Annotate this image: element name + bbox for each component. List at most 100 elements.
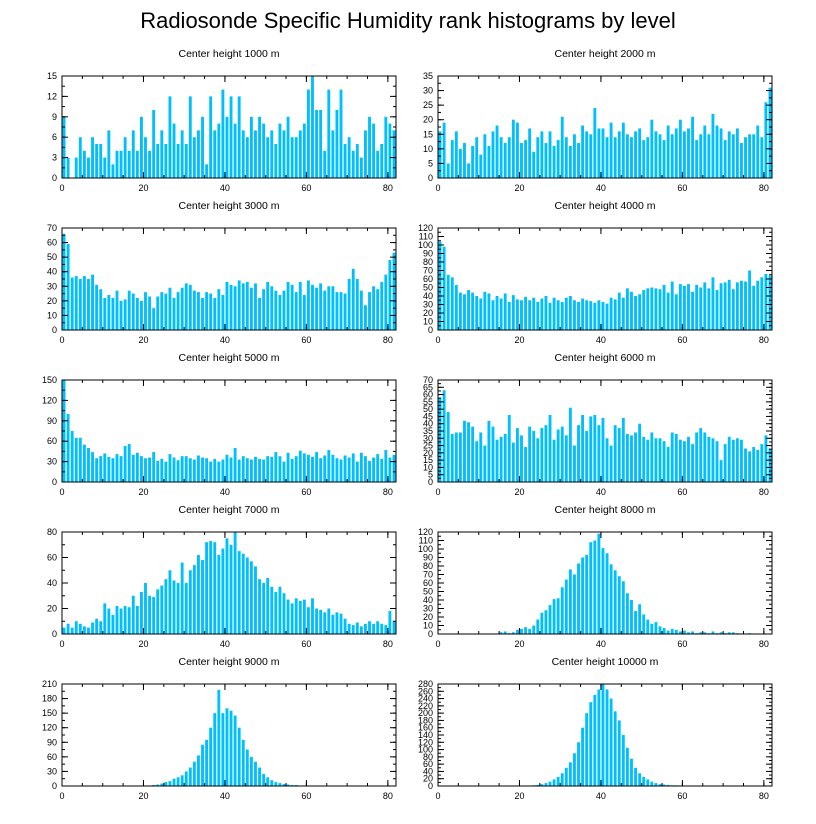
bar xyxy=(91,274,94,330)
bar xyxy=(258,297,261,330)
y-tick-label: 140 xyxy=(418,730,433,740)
bar xyxy=(520,435,523,482)
bar xyxy=(670,134,674,178)
y-tick-label: 40 xyxy=(423,291,433,301)
y-tick-label: 40 xyxy=(423,595,433,605)
bar xyxy=(650,287,654,330)
bar xyxy=(536,784,540,786)
panel-6: Center height 6000 m0 20 40 60 8005101520253… xyxy=(423,352,773,497)
bar xyxy=(237,727,241,786)
bar xyxy=(573,753,576,786)
bar xyxy=(621,297,625,330)
bar xyxy=(581,557,585,634)
y-tick-label: 120 xyxy=(418,223,433,233)
bar xyxy=(319,458,323,482)
bar xyxy=(699,287,703,330)
bar xyxy=(372,286,376,330)
y-tick-label: 60 xyxy=(423,578,433,588)
y-tick-label: 12 xyxy=(47,91,57,101)
bar xyxy=(564,137,568,178)
bar xyxy=(678,631,682,634)
panel-title: Center height 5000 m xyxy=(179,352,280,364)
bar xyxy=(654,438,658,482)
x-tick-label: 80 xyxy=(759,487,769,497)
bar xyxy=(593,694,597,786)
bar xyxy=(380,458,384,482)
bar xyxy=(241,553,245,634)
bar xyxy=(380,281,384,330)
bar xyxy=(605,137,609,178)
bar xyxy=(507,137,511,178)
bar xyxy=(217,289,221,330)
bar xyxy=(376,621,380,634)
bar xyxy=(245,137,249,178)
plot-frame xyxy=(437,683,773,787)
bar xyxy=(388,457,392,482)
bar xyxy=(237,459,241,482)
bar xyxy=(205,292,209,330)
bar xyxy=(286,784,290,786)
bar xyxy=(479,154,483,178)
bar xyxy=(306,607,310,634)
bar xyxy=(666,292,670,330)
bar xyxy=(225,454,229,482)
bar xyxy=(123,137,127,178)
bar xyxy=(355,622,359,634)
bar xyxy=(699,632,703,634)
bar xyxy=(139,116,143,178)
y-tick-label: 20 xyxy=(423,308,433,318)
bar xyxy=(262,123,266,178)
bar xyxy=(552,297,556,330)
bar xyxy=(609,445,613,482)
bar xyxy=(347,279,351,330)
bar xyxy=(347,137,351,178)
bar xyxy=(66,157,70,178)
bar xyxy=(266,456,270,482)
plot-frame xyxy=(437,531,773,635)
bar xyxy=(176,460,180,482)
bar xyxy=(691,291,695,330)
bar xyxy=(540,298,544,330)
bar xyxy=(520,300,523,330)
bar xyxy=(188,767,192,786)
bar xyxy=(201,744,204,786)
x-tick-label: 80 xyxy=(759,791,769,801)
bar xyxy=(278,123,282,178)
bar xyxy=(532,297,536,330)
bar xyxy=(650,781,654,786)
bar xyxy=(286,116,290,178)
bar xyxy=(617,131,621,178)
bar xyxy=(503,631,507,634)
bar xyxy=(515,428,519,482)
bar xyxy=(560,426,564,482)
y-tick-label: 15 xyxy=(47,71,57,81)
y-tick-label: 160 xyxy=(418,723,433,733)
bar xyxy=(450,433,454,482)
y-tick-label: 90 xyxy=(47,416,57,426)
bar xyxy=(560,301,564,330)
bar xyxy=(311,598,314,634)
bar xyxy=(605,303,609,330)
bar xyxy=(625,134,629,178)
y-tick-label: 70 xyxy=(423,570,433,580)
bar xyxy=(719,128,723,178)
bar xyxy=(597,300,601,330)
panel-title: Center height 1000 m xyxy=(179,48,280,60)
bar xyxy=(707,134,711,178)
y-tick-label: 110 xyxy=(419,232,433,242)
panel-title: Center height 4000 m xyxy=(555,200,656,212)
bar xyxy=(87,627,90,635)
bar xyxy=(528,426,532,482)
bar xyxy=(536,619,540,634)
bar xyxy=(630,291,633,330)
y-tick-label: 180 xyxy=(418,715,433,725)
bar xyxy=(376,150,380,178)
bar xyxy=(323,455,327,482)
bar xyxy=(262,583,266,634)
bar xyxy=(148,296,152,330)
y-tick-label: 180 xyxy=(42,694,57,704)
y-tick-label: 20 xyxy=(423,774,433,784)
bar xyxy=(209,96,213,178)
bar xyxy=(621,122,625,178)
bar xyxy=(642,290,646,330)
